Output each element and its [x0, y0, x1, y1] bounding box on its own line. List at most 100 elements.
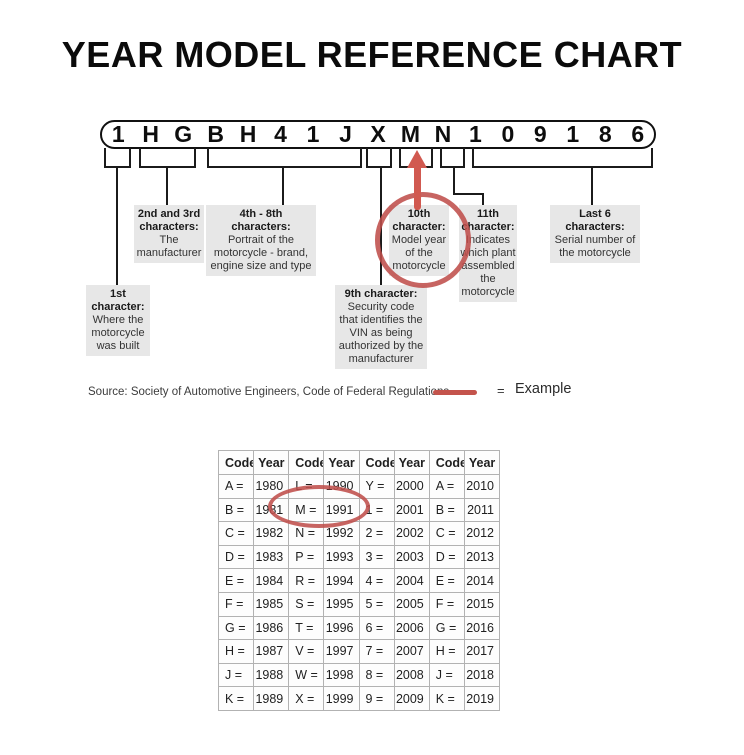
- year-table-cell: 1996: [323, 615, 360, 641]
- year-table-cell: 2014: [463, 568, 501, 593]
- year-table-cell: 2011: [463, 497, 501, 523]
- year-table-cell: 2010: [463, 474, 501, 499]
- year-table-cell: 2000: [393, 474, 430, 499]
- year-table-header-cell: Code: [428, 450, 465, 475]
- year-table-cell: K =: [428, 686, 465, 711]
- callout-heading: 11th character:: [461, 208, 515, 233]
- bracket-char-9: [366, 148, 392, 168]
- vin-character: 8: [598, 121, 612, 147]
- year-table-cell: 2018: [463, 662, 501, 688]
- bracket-char-1: [104, 148, 131, 168]
- year-table-cell: 3 =: [358, 544, 395, 570]
- connector-char-1: [116, 166, 118, 285]
- year-table-cell: 1986: [253, 615, 290, 641]
- year-table-header-cell: Code: [358, 450, 395, 475]
- year-table-header-cell: Year: [393, 450, 430, 475]
- year-table-cell: P =: [288, 544, 325, 570]
- year-table-cell: B =: [428, 497, 465, 523]
- year-table-cell: 1982: [253, 521, 290, 546]
- vin-character: B: [207, 121, 224, 147]
- connector-char-11-a: [453, 166, 455, 195]
- year-table-cell: 2012: [463, 521, 501, 546]
- vin-character: J: [339, 121, 352, 147]
- year-table-cell: 2002: [393, 521, 430, 546]
- year-table-cell: 2004: [393, 568, 430, 593]
- year-table-cell: E =: [428, 568, 465, 593]
- year-table-cell: 2006: [393, 615, 430, 641]
- vin-character: 6: [631, 121, 645, 147]
- year-table-cell: 5 =: [358, 591, 395, 617]
- vin-character: 9: [533, 121, 547, 147]
- year-table-cell: 2007: [393, 639, 430, 664]
- year-table-cell: 9 =: [358, 686, 395, 711]
- year-table-cell: 1997: [323, 639, 360, 664]
- year-table-cell: G =: [428, 615, 465, 641]
- vin-character: N: [434, 121, 452, 147]
- year-table-cell: 2019: [463, 686, 501, 711]
- year-table-cell: B =: [217, 497, 255, 523]
- example-arrow-up-icon: [407, 150, 427, 168]
- year-table-header-cell: Year: [253, 450, 290, 475]
- year-table-row: G = 1986 T = 1996 6 = 2006 G = 2016: [217, 615, 501, 641]
- vin-character: G: [174, 121, 193, 147]
- year-table-cell: 1998: [323, 662, 360, 688]
- year-table-cell: J =: [428, 662, 465, 688]
- year-table-row: J = 1988 W = 1998 8 = 2008 J = 2018: [217, 662, 501, 688]
- bracket-char-11: [440, 148, 465, 168]
- callout-body: Serial number of the motorcycle: [554, 234, 636, 259]
- year-code-table: Code Year Code Year Code Year Code Year A = 1980 L…: [217, 450, 501, 711]
- callout-heading: 1st character:: [91, 288, 145, 313]
- legend-example-label: Example: [515, 381, 572, 397]
- connector-char-11-b: [453, 193, 484, 195]
- year-table-header-cell: Year: [323, 450, 360, 475]
- vin-character: 1: [306, 121, 320, 147]
- year-table-cell: K =: [217, 686, 255, 711]
- red-line-icon: [433, 390, 477, 395]
- vin-character: 1: [566, 121, 580, 147]
- callout-second-third-characters: 2nd and 3rd characters: The manufacturer: [134, 205, 204, 263]
- year-table-cell: 2013: [463, 544, 501, 570]
- year-table-cell: 2008: [393, 662, 430, 688]
- year-table-cell: 1987: [253, 639, 290, 664]
- year-table-cell: 2016: [463, 615, 501, 641]
- bracket-chars-2-3: [139, 148, 196, 168]
- year-table-header-cell: Code: [288, 450, 325, 475]
- year-table-cell: 1983: [253, 544, 290, 570]
- year-table-cell: 4 =: [358, 568, 395, 593]
- year-table-row: E = 1984 R = 1994 4 = 2004 E = 2014: [217, 568, 501, 593]
- year-table-cell: 1984: [253, 568, 290, 593]
- callout-heading: 9th character:: [344, 288, 418, 300]
- year-table-cell: R =: [288, 568, 325, 593]
- year-table-cell: 1985: [253, 591, 290, 617]
- callout-first-character: 1st character: Where the motorcycle was …: [86, 285, 150, 356]
- year-table-cell: S =: [288, 591, 325, 617]
- example-circle-m-1991: [268, 485, 370, 528]
- year-table-cell: 2 =: [358, 521, 395, 546]
- callout-body: Where the motorcycle was built: [91, 314, 145, 352]
- year-table-cell: C =: [217, 521, 255, 546]
- year-table-cell: 1995: [323, 591, 360, 617]
- year-table-cell: 1994: [323, 568, 360, 593]
- year-table-header-cell: Code: [217, 450, 255, 475]
- callout-body: Security code that identifies the VIN as…: [338, 301, 424, 365]
- callout-body: Portrait of the motorcycle - brand, engi…: [210, 234, 312, 272]
- callout-ninth-character: 9th character: Security code that identi…: [335, 285, 427, 369]
- year-table-cell: H =: [428, 639, 465, 664]
- vin-character: 0: [501, 121, 515, 147]
- year-table-cell: 2005: [393, 591, 430, 617]
- bracket-last-6: [472, 148, 653, 168]
- vin-character: 1: [111, 121, 125, 147]
- callout-heading: 4th - 8th characters:: [231, 208, 291, 233]
- year-table-cell: 1988: [253, 662, 290, 688]
- callout-body: The manufacturer: [136, 234, 202, 259]
- example-circle-tenth-character: [375, 192, 471, 288]
- year-table-cell: H =: [217, 639, 255, 664]
- year-table-cell: C =: [428, 521, 465, 546]
- year-table-cell: 2001: [393, 497, 430, 523]
- connector-char-11-c: [482, 193, 484, 205]
- year-table-cell: V =: [288, 639, 325, 664]
- vin-character: H: [239, 121, 257, 147]
- year-table-row: F = 1985 S = 1995 5 = 2005 F = 2015: [217, 591, 501, 617]
- callout-heading: Last 6 characters:: [565, 208, 625, 233]
